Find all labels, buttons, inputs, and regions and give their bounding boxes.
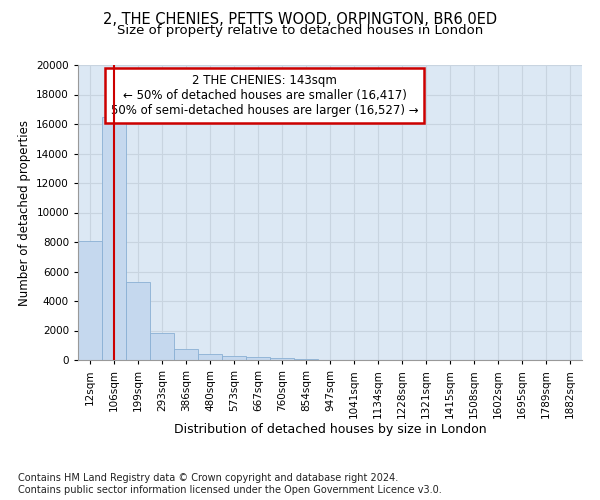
- Bar: [174, 349, 198, 360]
- Bar: [198, 354, 222, 360]
- Bar: [270, 358, 294, 360]
- Text: 2, THE CHENIES, PETTS WOOD, ORPINGTON, BR6 0ED: 2, THE CHENIES, PETTS WOOD, ORPINGTON, B…: [103, 12, 497, 28]
- Y-axis label: Number of detached properties: Number of detached properties: [17, 120, 31, 306]
- Bar: [222, 356, 246, 360]
- Bar: [78, 240, 102, 360]
- Text: Contains HM Land Registry data © Crown copyright and database right 2024.
Contai: Contains HM Land Registry data © Crown c…: [18, 474, 442, 495]
- Bar: [294, 358, 318, 360]
- Text: Size of property relative to detached houses in London: Size of property relative to detached ho…: [117, 24, 483, 37]
- Bar: [150, 332, 174, 360]
- Text: 2 THE CHENIES: 143sqm
← 50% of detached houses are smaller (16,417)
50% of semi-: 2 THE CHENIES: 143sqm ← 50% of detached …: [110, 74, 418, 117]
- Bar: [246, 357, 270, 360]
- Bar: [102, 116, 126, 360]
- Bar: [126, 282, 150, 360]
- X-axis label: Distribution of detached houses by size in London: Distribution of detached houses by size …: [173, 424, 487, 436]
